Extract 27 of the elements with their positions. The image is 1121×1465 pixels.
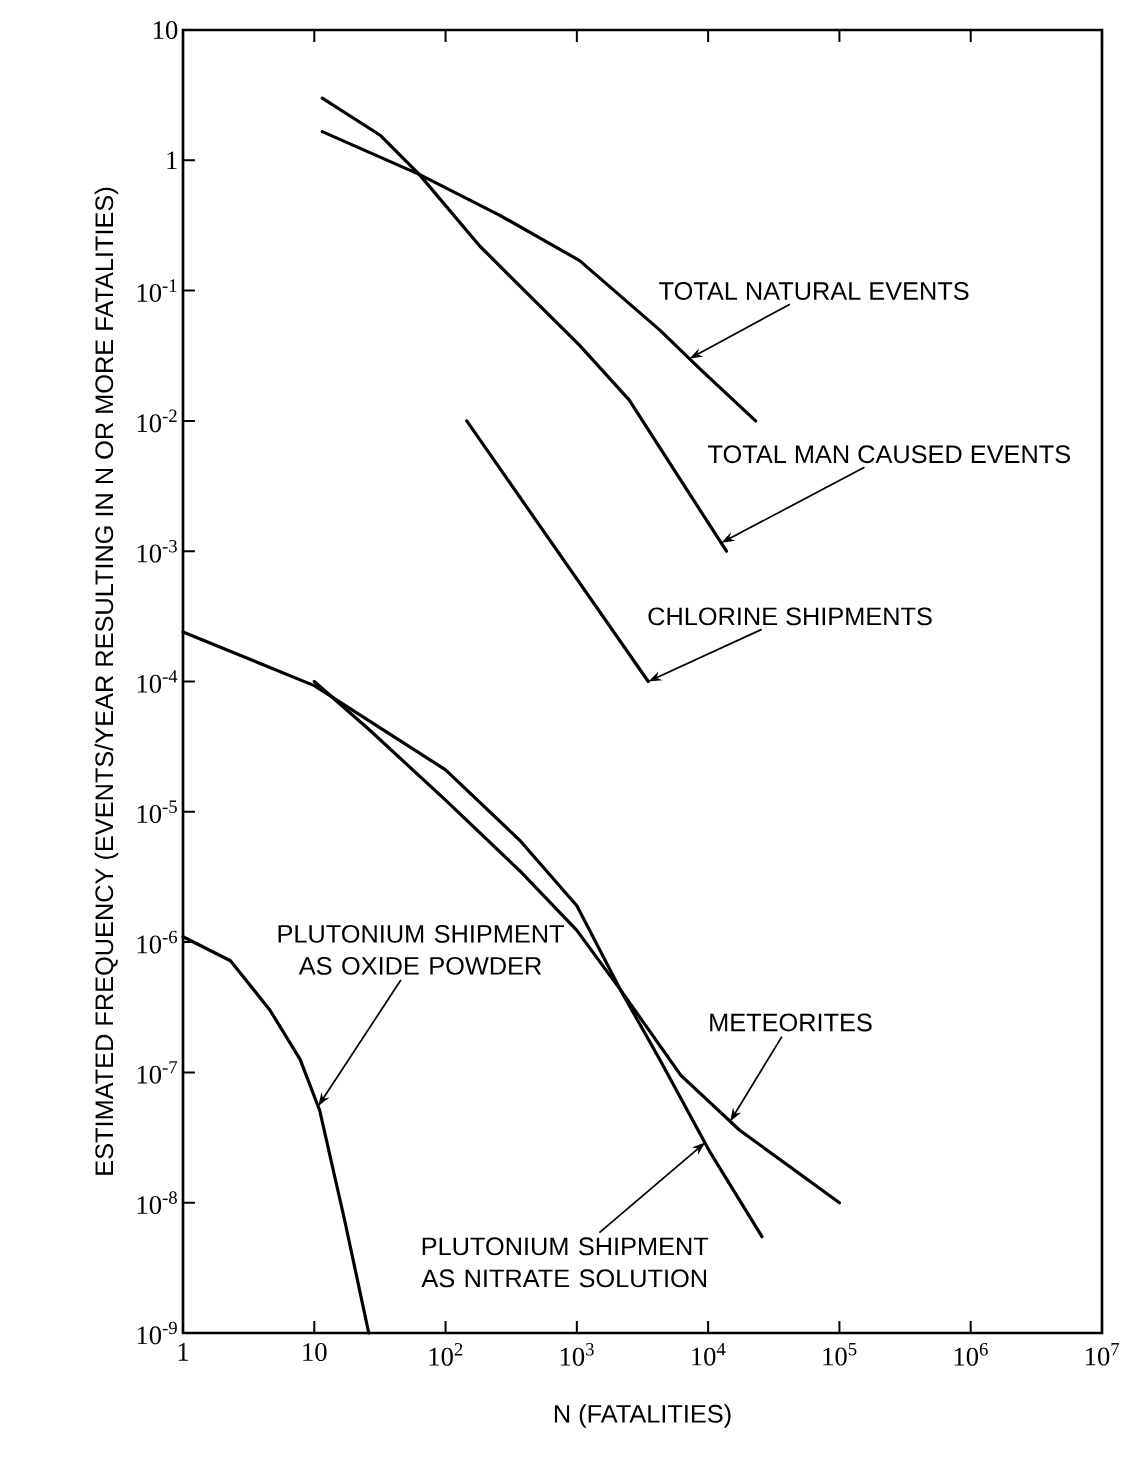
y-tick-label: 10$^{-4}$: [137, 670, 178, 693]
y-tick-label: 10$^{-5}$: [137, 800, 177, 824]
y-axis-title: ESTIMATED FREQUENCY (EVENTS/YEAR RESULTING IN N OR MORE FATALITIES): [94, 187, 119, 1175]
y-tick-label: 10$^{-8}$: [137, 1191, 177, 1215]
y-tick-label: 10$^{-1}$: [137, 279, 177, 302]
annotation: TOTAL MAN CAUSED EVENTS: [708, 445, 1070, 464]
annotation: PLUTONIUM SHIPMENT AS NITRATE SOLUTION: [421, 1237, 709, 1288]
y-tick-label: 10$^{-3}$: [137, 539, 177, 563]
x-tick-label: 1: [178, 1343, 189, 1361]
annotation: TOTAL NATURAL EVENTS: [659, 282, 969, 300]
x-tick-label: 10$^{7}$: [1085, 1343, 1120, 1366]
y-tick-label: 1: [167, 151, 177, 170]
x-tick-label: 10$^{5}$: [823, 1343, 857, 1366]
y-tick-label: 10$^{-7}$: [137, 1061, 178, 1084]
annotation: METEORITES: [710, 1013, 872, 1032]
annotation: PLUTONIUM SHIPMENT AS OXIDE POWDER: [278, 924, 564, 975]
x-tick-label: 10$^{4}$: [692, 1343, 726, 1366]
x-axis-title: N (FATALITIES): [554, 1404, 731, 1428]
y-tick-label: 10: [153, 21, 178, 39]
x-tick-label: 10$^{2}$: [429, 1343, 463, 1366]
y-tick-label: 10$^{-9}$: [137, 1321, 177, 1345]
annotation: CHLORINE SHIPMENTS: [648, 607, 932, 626]
x-tick-label: 10$^{3}$: [560, 1343, 594, 1366]
x-tick-label: 10$^{6}$: [954, 1343, 988, 1366]
x-tick-label: 10: [303, 1343, 327, 1362]
y-tick-label: 10$^{-2}$: [137, 409, 177, 433]
y-tick-label: 10$^{-6}$: [137, 930, 178, 954]
